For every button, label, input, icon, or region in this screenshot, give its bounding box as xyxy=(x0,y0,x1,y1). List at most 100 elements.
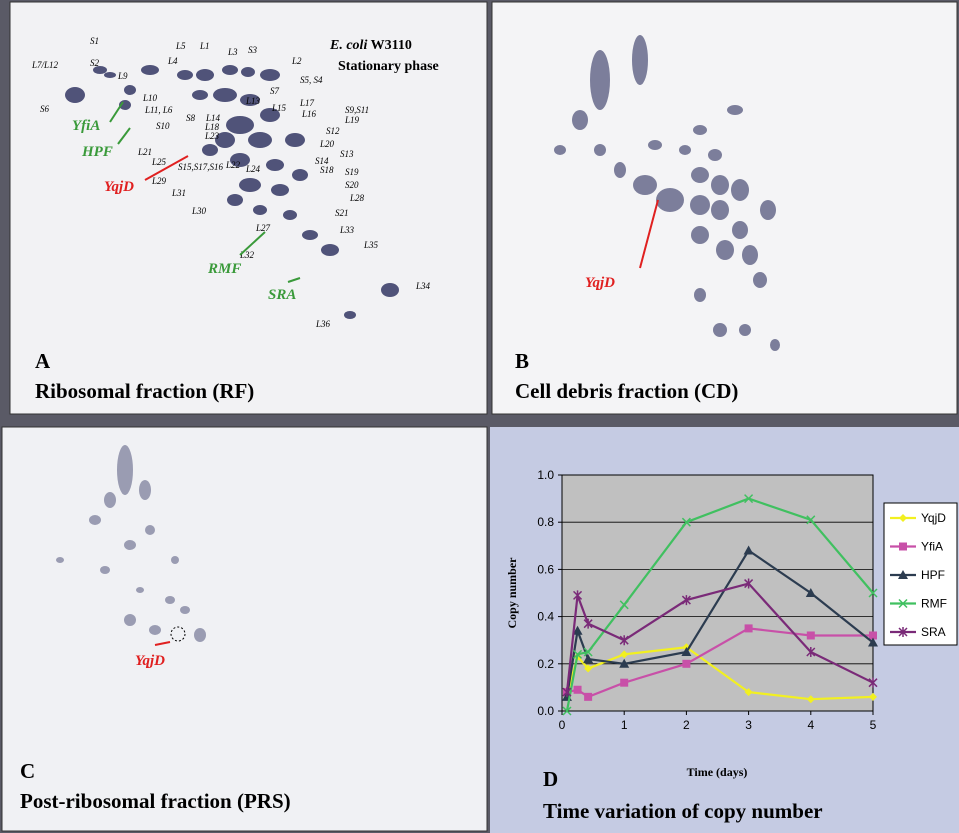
spot-label: L10 xyxy=(142,93,158,103)
gel-spot xyxy=(732,221,748,239)
marker xyxy=(562,706,572,716)
gel-spot xyxy=(248,132,272,148)
gel-spot xyxy=(230,153,250,167)
spot-label: S10 xyxy=(156,121,170,131)
marker xyxy=(584,664,593,673)
spot-label: L16 xyxy=(301,109,317,119)
series-line xyxy=(565,582,874,693)
spot-label: L5 xyxy=(175,41,186,51)
spot-label: S12 xyxy=(326,126,340,136)
gel-spot xyxy=(226,116,254,134)
panel-caption: Ribosomal fraction (RF) xyxy=(35,379,254,403)
gel-spot xyxy=(213,88,237,102)
x-tick-label: 1 xyxy=(621,718,628,732)
marker xyxy=(744,578,754,589)
gel-spot xyxy=(731,179,749,201)
spot-label: L31 xyxy=(171,188,186,198)
spot-label: S15,S17,S16 xyxy=(178,162,224,172)
spot-label: L20 xyxy=(319,139,335,149)
gel-spot xyxy=(215,132,235,148)
series-line xyxy=(565,497,874,712)
x-tick-label: 5 xyxy=(870,718,877,732)
gel-spot xyxy=(222,65,238,75)
spot-label: L9 xyxy=(117,71,128,81)
gel-spot xyxy=(739,324,751,336)
gel-spot xyxy=(753,272,767,288)
spot-label: L27 xyxy=(255,223,271,233)
marker xyxy=(681,517,691,527)
gel-spot xyxy=(690,195,710,215)
spot-label: S8 xyxy=(186,113,196,123)
gel-spot xyxy=(180,606,190,614)
chart-title: Time variation of copy number xyxy=(543,799,823,823)
spot-label: S6 xyxy=(40,104,50,114)
marker xyxy=(869,631,877,640)
marker xyxy=(620,678,629,687)
gel-spot xyxy=(124,614,136,626)
x-axis-label: Time (days) xyxy=(687,765,748,779)
pointer-line xyxy=(639,199,659,269)
gel-spot xyxy=(632,35,648,85)
marker xyxy=(573,590,583,601)
pointer-line xyxy=(109,101,124,123)
gel-spot xyxy=(711,175,729,195)
marker xyxy=(868,588,878,598)
gel-spot xyxy=(194,628,206,642)
protein-label: RMF xyxy=(207,261,241,277)
gel-spot xyxy=(56,557,64,563)
spot-label: S7 xyxy=(270,86,280,96)
gel-spot xyxy=(139,480,151,500)
gel-spot xyxy=(196,69,214,81)
y-tick-label: 0.0 xyxy=(537,704,554,718)
gel-spot xyxy=(770,339,780,351)
protein-label: YfiA xyxy=(72,118,100,134)
gel-spot xyxy=(202,144,218,156)
gel-spot xyxy=(344,311,356,319)
spot-label: L11, L6 xyxy=(144,105,173,115)
protein-label: SRA xyxy=(268,287,296,303)
panel-caption: Cell debris fraction (CD) xyxy=(515,379,738,403)
gel-spot xyxy=(260,69,280,81)
y-axis-label: Copy number xyxy=(505,557,519,629)
spot-label: L21 xyxy=(137,147,152,157)
protein-label: YqjD xyxy=(585,275,615,291)
gel-spot xyxy=(124,540,136,550)
spot-label: L18 xyxy=(204,122,220,132)
gel-spot xyxy=(727,105,743,115)
spot-label: L3 xyxy=(227,47,238,57)
marker xyxy=(743,545,754,555)
marker xyxy=(899,514,907,522)
marker xyxy=(806,695,815,704)
spot-label: S14 xyxy=(315,156,329,166)
marker xyxy=(573,685,582,694)
marker xyxy=(682,659,691,668)
gel-spot xyxy=(590,50,610,110)
gel-spot xyxy=(302,230,318,240)
x-tick-label: 2 xyxy=(683,718,690,732)
gel-spot xyxy=(145,525,155,535)
gel-spot xyxy=(554,145,566,155)
plot-area xyxy=(561,474,874,712)
spot-label: L1 xyxy=(199,41,210,51)
gel-spot xyxy=(240,94,260,106)
marker xyxy=(572,625,583,635)
marker xyxy=(584,692,593,701)
pointer-line xyxy=(287,277,301,283)
gel-spot xyxy=(285,133,305,147)
marker xyxy=(619,658,630,668)
pointer-line xyxy=(239,231,266,256)
gel-spot xyxy=(292,169,308,181)
spot-label: L29 xyxy=(151,176,167,186)
gel-spot xyxy=(104,492,116,508)
gel-spot xyxy=(227,194,243,206)
marker xyxy=(868,677,878,688)
pointer-line xyxy=(144,155,189,181)
legend-label: YqjD xyxy=(921,511,946,525)
spot-label: L14 xyxy=(205,113,221,123)
spot-label: L23 xyxy=(204,131,220,141)
marker xyxy=(583,618,593,629)
panel-letter: D xyxy=(543,767,558,791)
y-tick-label: 0.4 xyxy=(537,610,554,624)
gel-spot xyxy=(104,72,116,78)
gel-spot xyxy=(141,65,159,75)
